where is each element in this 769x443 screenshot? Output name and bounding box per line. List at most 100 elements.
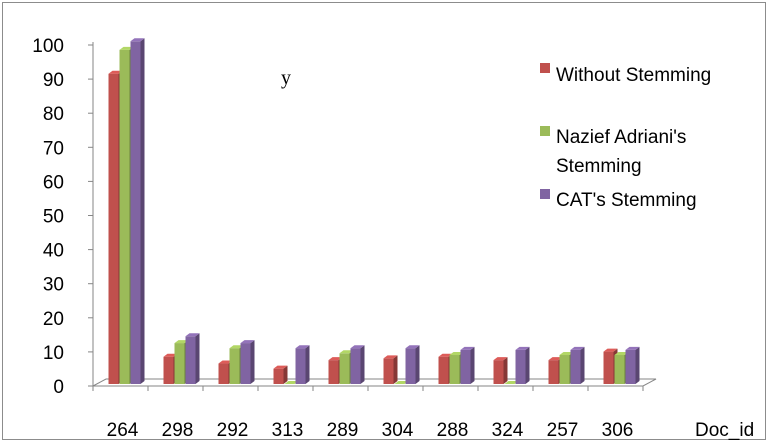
bar-front <box>449 355 460 384</box>
bar-top <box>295 345 310 349</box>
y-tick-label: 40 <box>43 241 64 262</box>
bar <box>570 346 585 384</box>
bar-front <box>559 355 570 384</box>
bars <box>108 38 640 385</box>
bar-front <box>625 349 636 384</box>
bar-front <box>493 360 504 384</box>
bar <box>284 381 299 384</box>
bar-front <box>460 349 471 384</box>
bar-front <box>119 49 130 384</box>
legend-swatch-nazief-adriani <box>540 126 550 136</box>
bar-side <box>305 345 310 384</box>
y-tick-label: 80 <box>43 104 64 125</box>
bar-front <box>240 343 251 384</box>
bar-top <box>405 345 420 349</box>
bar-front <box>328 360 339 384</box>
bar-front <box>174 343 185 384</box>
y-tick-labels: 0 10 20 30 40 50 60 70 80 90 100 <box>32 36 64 398</box>
x-tick-labels: 264 298 292 313 289 304 288 324 257 306 <box>107 420 634 441</box>
bar <box>295 345 310 384</box>
legend-label-nazief-adriani: Nazief Adriani's <box>556 127 686 148</box>
legend-label-without-stemming: Without Stemming <box>556 65 711 86</box>
x-tick-label: 257 <box>547 420 579 441</box>
x-tick-label: 289 <box>327 420 359 441</box>
bar-side <box>393 355 398 384</box>
bar <box>383 355 398 384</box>
axes <box>88 42 657 391</box>
bar-side <box>140 38 145 385</box>
bar-front <box>603 351 614 384</box>
y-tick-label: 30 <box>43 275 64 296</box>
bar-top <box>570 346 585 350</box>
bar-top <box>515 346 530 350</box>
bar-side <box>195 333 200 384</box>
x-tick-label: 292 <box>217 420 249 441</box>
x-tick-label: 288 <box>437 420 469 441</box>
y-tick-label: 60 <box>43 172 64 193</box>
x-tick-label: 324 <box>492 420 524 441</box>
x-tick-label: 298 <box>162 420 194 441</box>
bar <box>240 340 255 384</box>
bar-top <box>559 352 574 356</box>
bar-side <box>283 365 288 384</box>
bar-front <box>130 41 141 385</box>
x-tick-label: 264 <box>107 420 139 441</box>
bar-top <box>174 340 189 344</box>
x-axis-label: Doc_id <box>695 420 754 441</box>
y-tick-label: 10 <box>43 343 64 364</box>
bar-top <box>449 352 464 356</box>
bar-front <box>614 355 625 384</box>
x-tick-label: 306 <box>602 420 634 441</box>
bar-top <box>493 357 508 361</box>
bar-front <box>229 348 240 384</box>
bar-front <box>438 356 449 384</box>
bar-front <box>339 353 350 384</box>
legend-label-nazief-adriani-line2: Stemming <box>556 156 642 177</box>
bar-top <box>229 345 244 349</box>
bar-side <box>250 340 255 384</box>
legend-swatch-cat-stemming <box>540 189 550 199</box>
bar-front <box>108 73 119 384</box>
bar-front <box>515 349 526 384</box>
bar-front <box>185 336 196 384</box>
bar-top <box>108 70 123 74</box>
bar-side <box>525 346 530 384</box>
x-tick-label: 304 <box>382 420 414 441</box>
bar-side <box>415 345 420 384</box>
bar-top <box>625 346 640 350</box>
bar-front <box>570 349 581 384</box>
bar-top <box>614 352 629 356</box>
bar-front <box>383 358 394 384</box>
bar-top <box>438 353 453 357</box>
bar <box>493 357 508 384</box>
bar-top <box>548 357 563 361</box>
y-tick-label: 20 <box>43 309 64 330</box>
bar-side <box>580 346 585 384</box>
bar <box>515 346 530 384</box>
bar-top <box>163 353 178 357</box>
legend-swatch-without-stemming <box>540 63 550 73</box>
bar-top <box>339 350 354 354</box>
chart-annotation: y <box>281 67 291 89</box>
bar <box>350 345 365 384</box>
bar <box>185 333 200 384</box>
bar-top <box>284 381 299 384</box>
bar-side <box>360 345 365 384</box>
bar-front <box>273 368 284 384</box>
bar <box>273 365 288 384</box>
bar-top <box>240 340 255 344</box>
bar-top <box>394 381 409 384</box>
bar-front <box>218 363 229 384</box>
bar-front <box>163 356 174 384</box>
legend: Without Stemming Nazief Adriani's Stemmi… <box>540 63 711 211</box>
bar <box>625 346 640 384</box>
bar-front <box>405 348 416 384</box>
y-tick-label: 90 <box>43 70 64 91</box>
bar-top <box>119 46 134 50</box>
bar <box>405 345 420 384</box>
bar-top <box>218 360 233 364</box>
bar <box>504 381 519 384</box>
bar-top <box>383 355 398 359</box>
